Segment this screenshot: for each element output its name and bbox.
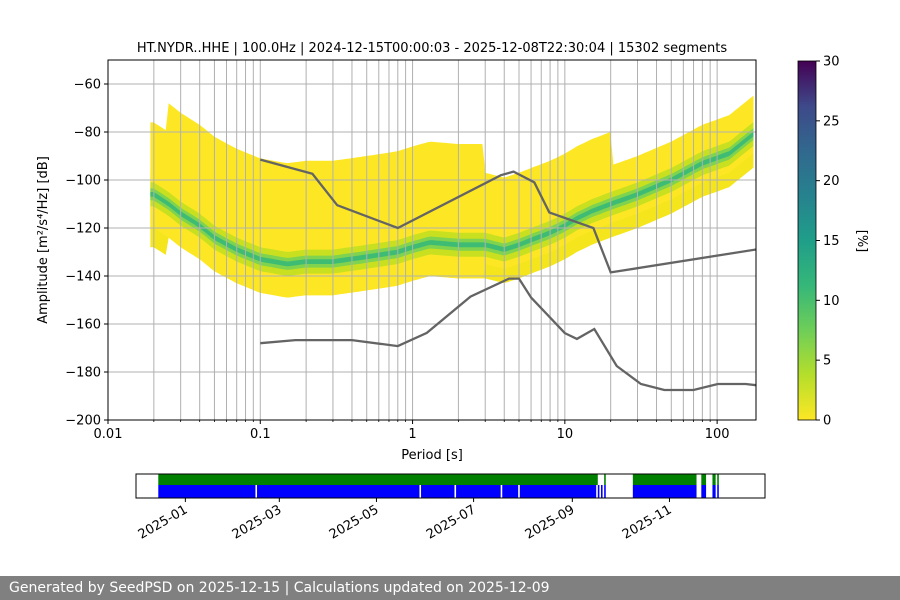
timeline-ticks: 2025-01 2025-03 2025-05 2025-07 2025-09 2025-… [136, 498, 675, 543]
psd-coverage-bar [519, 485, 597, 498]
psd-coverage-bar [502, 485, 519, 498]
x-axis-ticks: 0.01 0.1 1 10 100 [94, 420, 730, 442]
timeline-tick-label: 2025-05 [327, 502, 382, 542]
psd-coverage-bar [257, 485, 420, 498]
psd-coverage-bar [717, 485, 719, 498]
availability-timeline: 2025-01 2025-03 2025-05 2025-07 2025-09 2025-… [135, 473, 766, 543]
availability-bar [604, 474, 606, 485]
plot-frame [107, 59, 757, 421]
y-tick-label: −60 [74, 78, 101, 93]
timeline-tick-label: 2025-01 [136, 502, 191, 542]
availability-bar [717, 474, 719, 485]
availability-bar [701, 474, 707, 485]
noise-model-curves [259, 158, 756, 392]
colorbar-tick-label: 0 [823, 414, 831, 429]
timeline-bars [158, 474, 719, 498]
y-tick-label: −100 [65, 174, 101, 189]
colorbar-tick-label: 25 [823, 114, 840, 129]
y-tick-label: −140 [65, 270, 101, 285]
psd-coverage-bar [701, 485, 707, 498]
y-tick-label: −120 [65, 222, 101, 237]
availability-bar [712, 474, 716, 485]
heatmap-band-outer [150, 95, 754, 298]
x-tick-label: 0.01 [94, 427, 123, 442]
footer-bar: Generated by SeedPSD on 2025-12-15 | Cal… [0, 576, 900, 600]
colorbar-label: [%] [854, 230, 869, 253]
footer-text: Generated by SeedPSD on 2025-12-15 | Cal… [9, 580, 550, 596]
grid-lines [108, 60, 756, 420]
colorbar-tick-label: 20 [823, 174, 840, 189]
colorbar-tick-label: 30 [823, 55, 840, 70]
colorbar-gradient [797, 60, 817, 421]
y-tick-label: −160 [65, 318, 101, 333]
timeline-tick-label: 2025-03 [230, 502, 285, 542]
timeline-frame [135, 473, 766, 499]
psd-figure: HT.NYDR..HHE | 100.0Hz | 2024-12-15T00:0… [36, 41, 869, 543]
colorbar-tick-label: 10 [823, 294, 840, 309]
psd-coverage-bar [600, 485, 603, 498]
x-tick-label: 100 [705, 427, 730, 442]
psd-coverage-bar [456, 485, 501, 498]
psd-coverage-bar [158, 485, 256, 498]
x-tick-label: 0.1 [250, 427, 271, 442]
x-axis-label: Period [s] [401, 448, 463, 463]
y-tick-label: −200 [65, 414, 101, 429]
psd-coverage-bar [712, 485, 716, 498]
plot-area: 0.01 0.1 1 10 100 −200 −180 −160 −140 −120 −100 −8… [65, 59, 757, 442]
timeline-tick-label: 2025-07 [424, 502, 479, 542]
colorbar-ticks: 0 5 10 15 20 25 30 [816, 55, 840, 429]
timeline-tick-label: 2025-11 [620, 502, 675, 542]
colorbar-tick-label: 5 [823, 354, 831, 369]
high-noise-model-line [259, 158, 756, 274]
y-tick-label: −180 [65, 366, 101, 381]
colorbar: 0 5 10 15 20 25 30 [%] [797, 55, 869, 429]
availability-bar [158, 474, 598, 485]
x-tick-label: 1 [408, 427, 416, 442]
low-noise-model-line [260, 277, 756, 392]
y-axis-label: Amplitude [m²/s⁴/Hz] [dB] [36, 156, 51, 324]
heatmap-band-inner [150, 128, 754, 270]
x-tick-label: 10 [557, 427, 574, 442]
availability-bar [632, 474, 697, 485]
y-axis-ticks: −200 −180 −160 −140 −120 −100 −80 −60 [65, 78, 108, 429]
psd-coverage-bar [604, 485, 606, 498]
psd-coverage-bar [597, 485, 600, 498]
psd-heatmap [150, 95, 754, 298]
colorbar-tick-label: 15 [823, 234, 840, 249]
timeline-tick-label: 2025-09 [523, 502, 578, 542]
chart-title: HT.NYDR..HHE | 100.0Hz | 2024-12-15T00:0… [137, 41, 728, 56]
psd-coverage-bar [632, 485, 697, 498]
y-tick-label: −80 [74, 126, 101, 141]
psd-coverage-bar [421, 485, 455, 498]
